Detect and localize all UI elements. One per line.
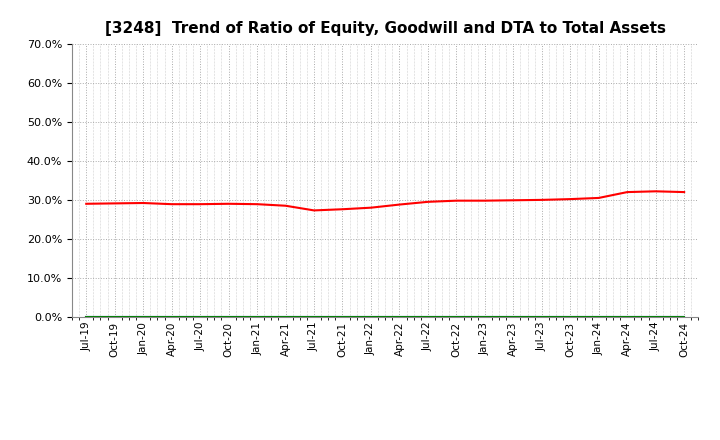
Line: Equity: Equity (86, 191, 684, 210)
Deferred Tax Assets (537, 314, 546, 319)
Deferred Tax Assets (623, 314, 631, 319)
Deferred Tax Assets (423, 314, 432, 319)
Goodwill (509, 314, 518, 319)
Deferred Tax Assets (480, 314, 489, 319)
Deferred Tax Assets (652, 314, 660, 319)
Goodwill (652, 314, 660, 319)
Equity (110, 201, 119, 206)
Equity (595, 195, 603, 201)
Goodwill (680, 314, 688, 319)
Goodwill (167, 314, 176, 319)
Title: [3248]  Trend of Ratio of Equity, Goodwill and DTA to Total Assets: [3248] Trend of Ratio of Equity, Goodwil… (104, 21, 666, 36)
Goodwill (110, 314, 119, 319)
Deferred Tax Assets (595, 314, 603, 319)
Equity (509, 198, 518, 203)
Equity (196, 202, 204, 207)
Equity (623, 190, 631, 195)
Equity (537, 197, 546, 202)
Equity (82, 201, 91, 206)
Deferred Tax Assets (196, 314, 204, 319)
Deferred Tax Assets (395, 314, 404, 319)
Goodwill (196, 314, 204, 319)
Equity (566, 197, 575, 202)
Goodwill (282, 314, 290, 319)
Equity (452, 198, 461, 203)
Deferred Tax Assets (253, 314, 261, 319)
Equity (282, 203, 290, 209)
Deferred Tax Assets (310, 314, 318, 319)
Goodwill (595, 314, 603, 319)
Deferred Tax Assets (110, 314, 119, 319)
Equity (652, 189, 660, 194)
Goodwill (310, 314, 318, 319)
Equity (366, 205, 375, 210)
Goodwill (480, 314, 489, 319)
Equity (167, 202, 176, 207)
Goodwill (566, 314, 575, 319)
Goodwill (253, 314, 261, 319)
Equity (253, 202, 261, 207)
Equity (338, 207, 347, 212)
Deferred Tax Assets (366, 314, 375, 319)
Deferred Tax Assets (338, 314, 347, 319)
Goodwill (623, 314, 631, 319)
Equity (423, 199, 432, 205)
Equity (225, 201, 233, 206)
Equity (480, 198, 489, 203)
Equity (139, 200, 148, 205)
Goodwill (225, 314, 233, 319)
Goodwill (423, 314, 432, 319)
Deferred Tax Assets (225, 314, 233, 319)
Deferred Tax Assets (509, 314, 518, 319)
Equity (310, 208, 318, 213)
Deferred Tax Assets (167, 314, 176, 319)
Equity (680, 190, 688, 195)
Deferred Tax Assets (680, 314, 688, 319)
Deferred Tax Assets (139, 314, 148, 319)
Goodwill (537, 314, 546, 319)
Deferred Tax Assets (282, 314, 290, 319)
Goodwill (366, 314, 375, 319)
Equity (395, 202, 404, 207)
Goodwill (139, 314, 148, 319)
Deferred Tax Assets (452, 314, 461, 319)
Goodwill (82, 314, 91, 319)
Legend: Equity, Goodwill, Deferred Tax Assets: Equity, Goodwill, Deferred Tax Assets (191, 438, 580, 440)
Deferred Tax Assets (566, 314, 575, 319)
Deferred Tax Assets (82, 314, 91, 319)
Goodwill (395, 314, 404, 319)
Goodwill (452, 314, 461, 319)
Goodwill (338, 314, 347, 319)
